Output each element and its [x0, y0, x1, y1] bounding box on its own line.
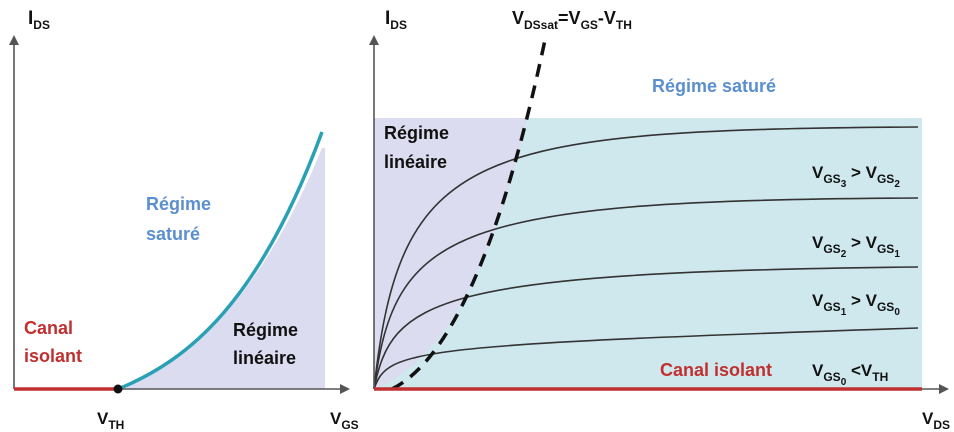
right-insulating-channel-label: Canal isolant: [660, 360, 772, 380]
id-vds-curve-vgs1: [373, 266, 919, 390]
curve-label-vgs2: VGS2 > VGS1: [812, 233, 900, 260]
right-regime-saturated-label: Régime saturé: [652, 76, 776, 96]
curve-label-vgs1: VGS1 > VGS0: [812, 291, 900, 318]
vdssat-dashed-curve: [391, 39, 547, 391]
left-transfer-curve: [117, 131, 324, 391]
vdssat-label: VDSsat=VGS-VTH: [512, 8, 632, 32]
right-x-axis-label: VDS: [922, 409, 950, 432]
curve-label-vgs3: VGS3 > VGS2: [812, 163, 900, 190]
threshold-point: [113, 384, 123, 394]
left-regime-saturated-label: Régime saturé: [146, 194, 216, 244]
id-vds-curve-vgs2: [373, 197, 919, 390]
left-x-axis-label: VGS: [330, 409, 359, 432]
curve-label-vgs0: VGS0 <VTH: [812, 361, 888, 388]
left-panel: IDS VGS VTH Régime saturé Régime linéair…: [9, 8, 359, 432]
id-vds-curve-vgs0: [373, 327, 919, 390]
right-regime-linear-label: Régime linéaire: [384, 123, 454, 172]
left-regime-linear-label: Régime linéaire: [233, 320, 303, 368]
threshold-label: VTH: [97, 409, 124, 432]
right-panel: IDS VDS VDSsat=VGS-VTH Régime saturé Rég…: [369, 8, 950, 432]
left-insulating-channel-label: Canal isolant: [24, 318, 82, 366]
left-linear-region-fill: [118, 148, 325, 389]
left-y-axis-label: IDS: [28, 8, 50, 32]
right-y-axis-label: IDS: [385, 8, 407, 32]
id-vds-curve-vgs3: [373, 126, 919, 390]
